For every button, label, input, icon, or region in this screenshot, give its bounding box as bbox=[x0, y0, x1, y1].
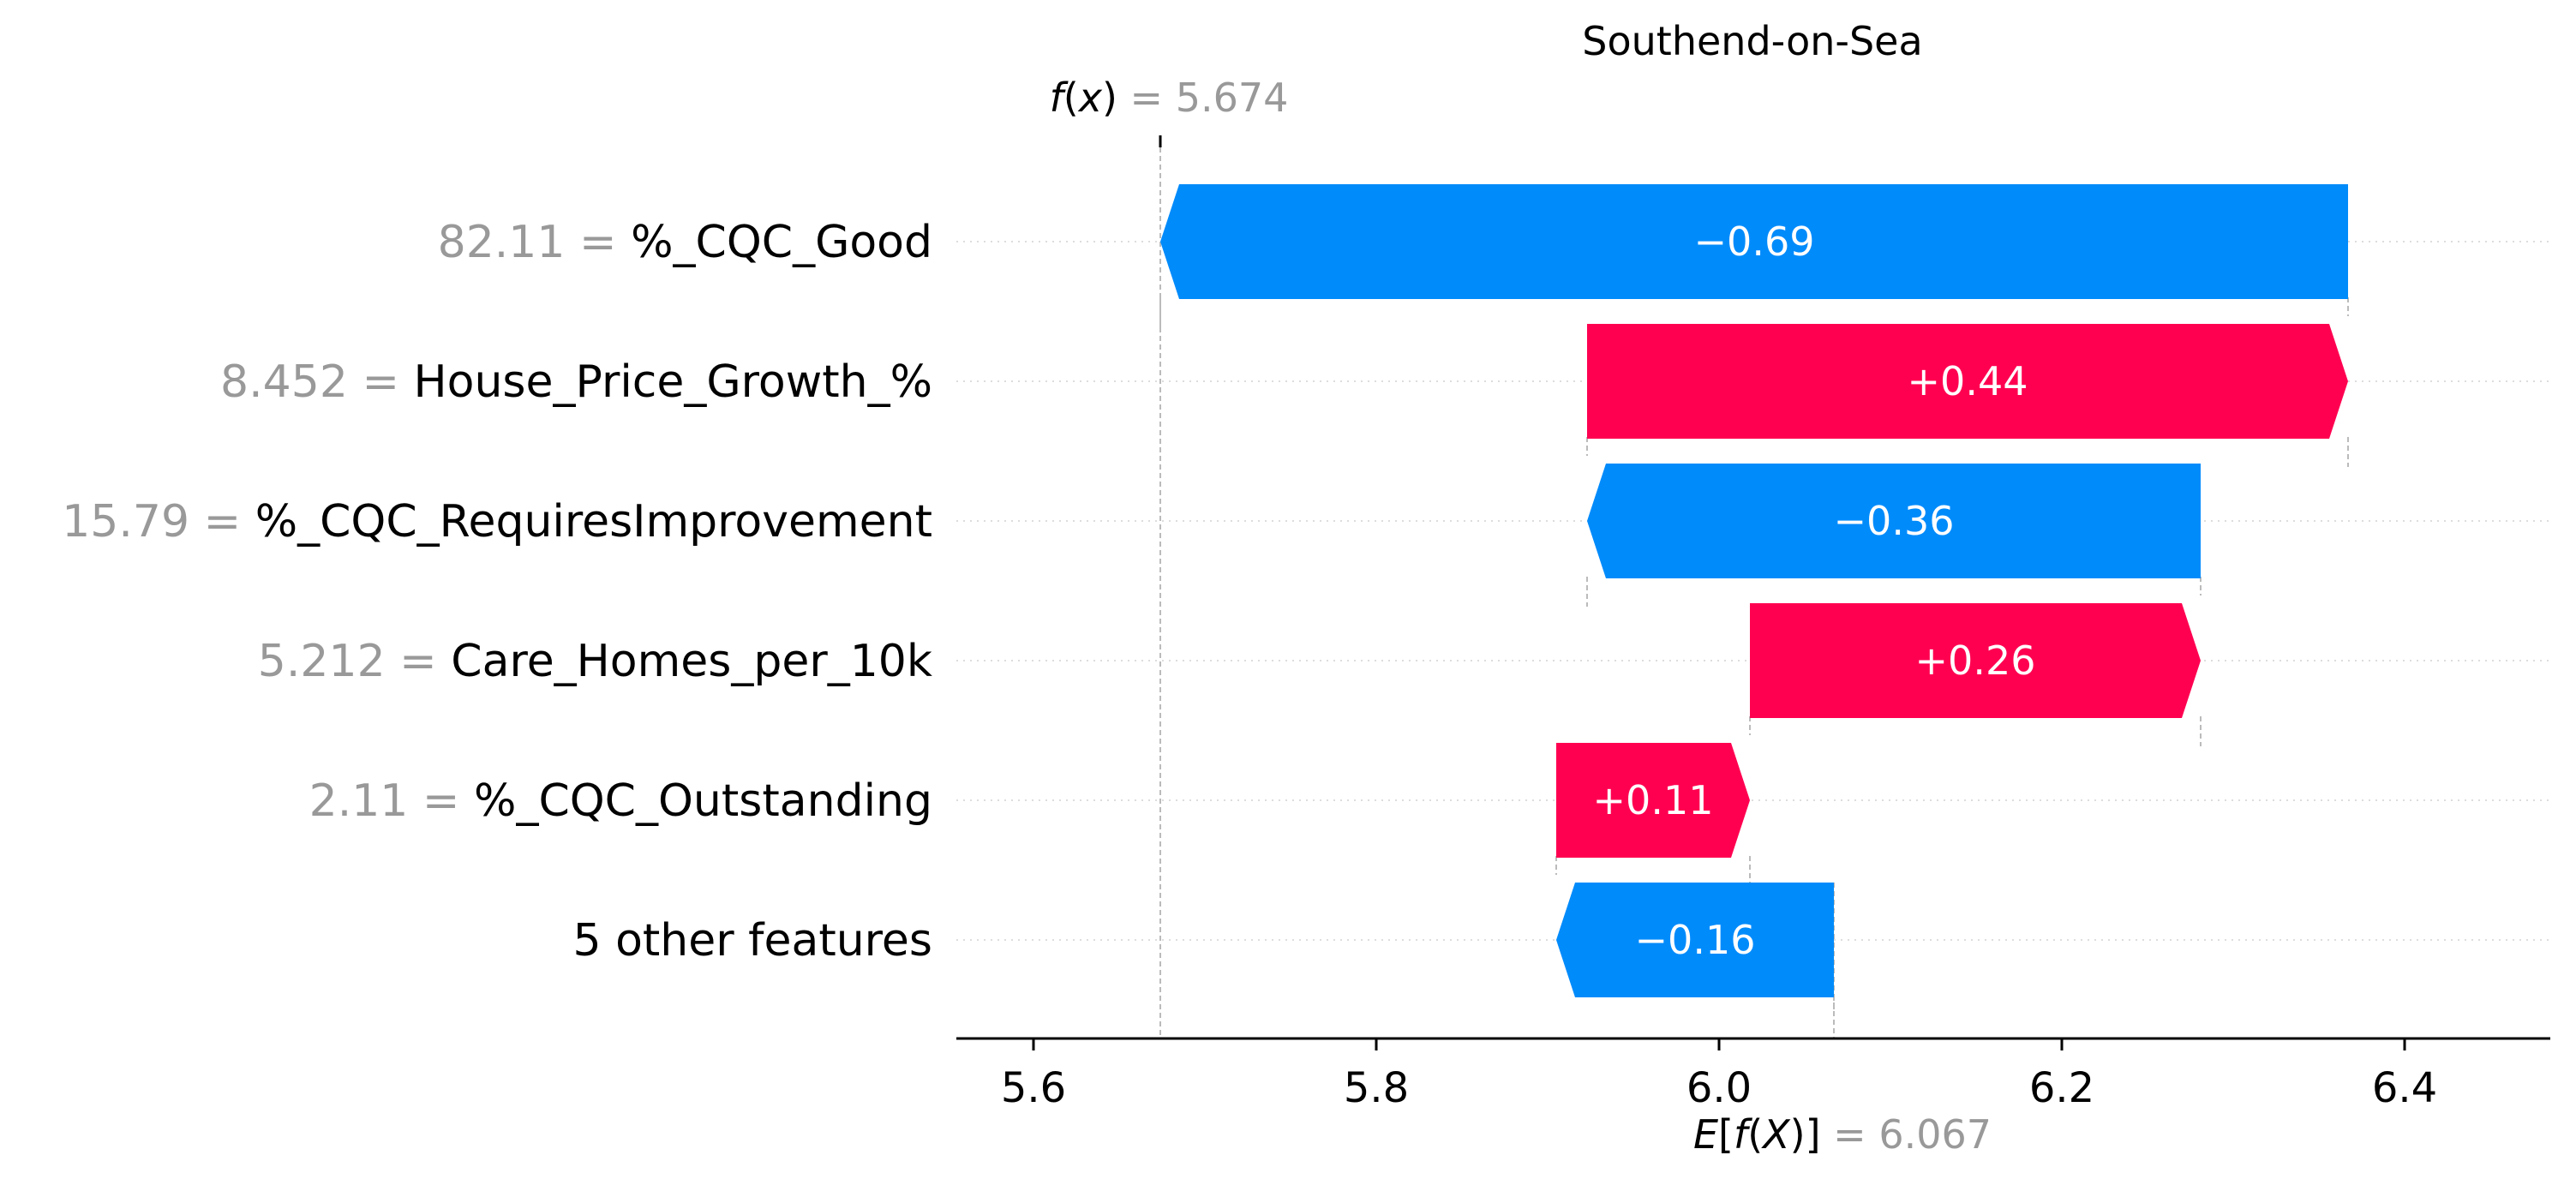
x-tick-label: 6.0 bbox=[1686, 1064, 1752, 1112]
feature-name: %_CQC_Good bbox=[631, 217, 932, 268]
bar-value-label: +0.11 bbox=[1593, 777, 1714, 823]
contribution-bar bbox=[1160, 184, 2348, 299]
fx-annotation: f(x) = 5.674 bbox=[1050, 75, 1289, 121]
contribution-bars: −0.69 +0.44 −0.36 +0.26 +0.11 −0.16 bbox=[1160, 184, 2348, 997]
feature-labels: 82.11 = %_CQC_Good 8.452 = House_Price_Gr… bbox=[62, 217, 932, 967]
bar-value-label: −0.36 bbox=[1834, 498, 1955, 544]
feature-name: %_CQC_Outstanding bbox=[474, 775, 932, 827]
bar-value-label: −0.16 bbox=[1635, 917, 1756, 963]
feature-value: 8.452 = bbox=[220, 356, 414, 408]
contribution-bar bbox=[1587, 464, 2201, 578]
feature-name: House_Price_Growth_% bbox=[414, 356, 932, 408]
feature-label: 2.11 = %_CQC_Outstanding bbox=[309, 775, 932, 827]
contribution-bar bbox=[1556, 883, 1834, 997]
feature-value: 82.11 = bbox=[438, 217, 632, 268]
feature-label: 5 other features bbox=[572, 915, 932, 967]
x-axis: 5.6 5.8 6.0 6.2 6.4 bbox=[956, 1037, 2550, 1112]
feature-label: 8.452 = House_Price_Growth_% bbox=[220, 356, 932, 408]
chart-title: Southend-on-Sea bbox=[1582, 18, 1922, 64]
feature-value: 2.11 = bbox=[309, 775, 474, 827]
x-tick-label: 6.4 bbox=[2372, 1064, 2437, 1112]
value-annotations: f(x) = 5.674 E[f(X)] = 6.067 bbox=[1050, 75, 1992, 1158]
feature-label: 82.11 = %_CQC_Good bbox=[438, 217, 932, 268]
bar-value-label: +0.44 bbox=[1908, 358, 2028, 404]
feature-label: 5.212 = Care_Homes_per_10k bbox=[258, 636, 932, 687]
feature-label: 15.79 = %_CQC_RequiresImprovement bbox=[62, 496, 932, 548]
base-value-annotation: E[f(X)] = 6.067 bbox=[1693, 1111, 1992, 1158]
feature-name: 5 other features bbox=[572, 915, 932, 967]
bar-value-label: −0.69 bbox=[1694, 218, 1815, 265]
contribution-bar bbox=[1587, 324, 2348, 439]
feature-name: Care_Homes_per_10k bbox=[451, 636, 932, 687]
x-tick-label: 6.2 bbox=[2029, 1064, 2094, 1112]
feature-value: 5.212 = bbox=[258, 636, 452, 687]
feature-value: 15.79 = bbox=[62, 496, 255, 548]
contribution-bar bbox=[1556, 743, 1750, 858]
contribution-bar bbox=[1750, 603, 2201, 718]
feature-name: %_CQC_RequiresImprovement bbox=[255, 496, 932, 548]
x-tick-label: 5.6 bbox=[1001, 1064, 1066, 1112]
x-tick-label: 5.8 bbox=[1344, 1064, 1409, 1112]
bar-value-label: +0.26 bbox=[1915, 637, 2036, 684]
